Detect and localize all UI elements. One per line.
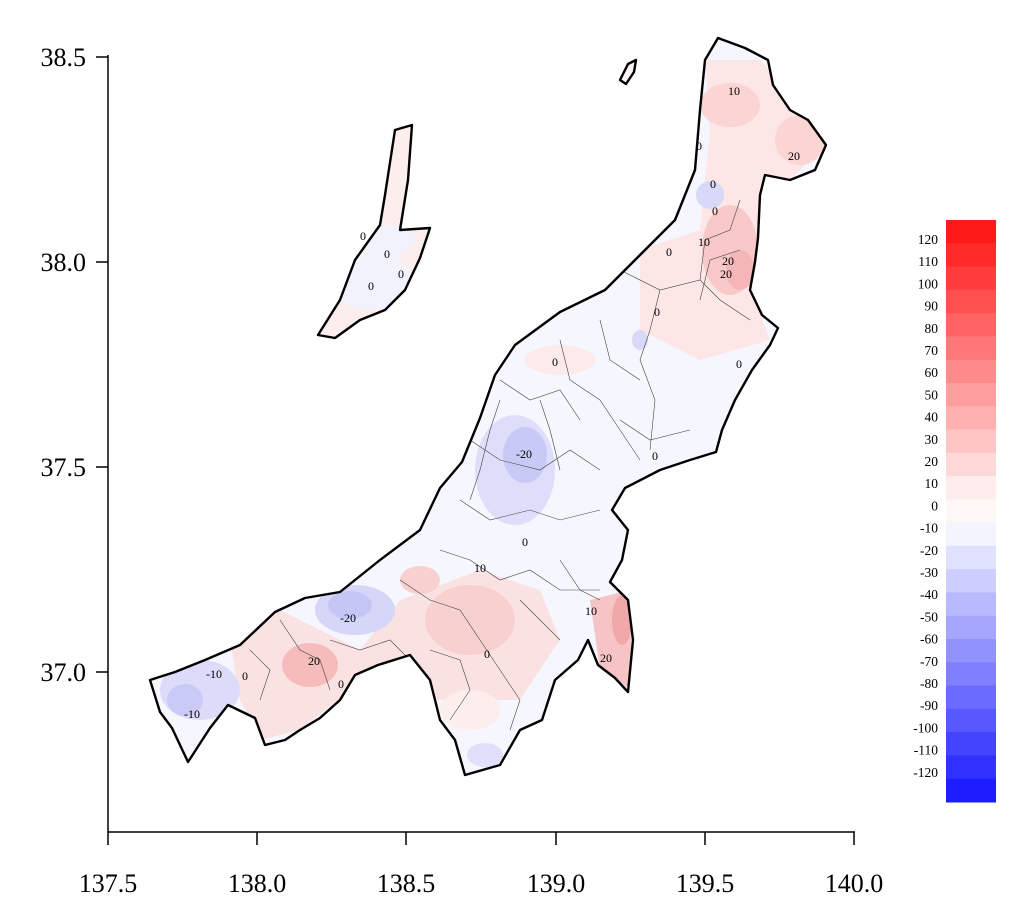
legend-level-label: -60 [920, 632, 938, 647]
legend-color-band [946, 522, 996, 547]
contour-label: 0 [368, 279, 374, 293]
contour-label: 0 [710, 177, 716, 191]
contour-label: 20 [722, 254, 734, 268]
legend-level-label: 60 [925, 365, 939, 380]
legend-color-band [946, 266, 996, 291]
contour-labels: 10 0 20 0 0 10 20 0 0 0 0 0 -20 0 10 0 1… [184, 84, 800, 721]
contour-label: 0 [384, 247, 390, 261]
legend-color-band [946, 476, 996, 500]
awashima-island [618, 58, 638, 86]
contour-label: 0 [360, 229, 366, 243]
legend-level-label: -50 [920, 609, 938, 624]
legend-level-label: 100 [918, 276, 939, 291]
x-tick-label: 139.5 [676, 869, 735, 898]
contour-label: 0 [338, 677, 344, 691]
legend-color-band [946, 289, 996, 314]
legend-level-label: -110 [914, 743, 938, 758]
legend-color-band [946, 662, 996, 687]
legend-level-label: 90 [925, 299, 939, 314]
legend-level-label: 40 [925, 410, 939, 425]
legend-color-band [946, 452, 996, 477]
contour-label: 0 [242, 669, 248, 683]
contour-label: -20 [340, 611, 356, 625]
legend-color-band [946, 313, 996, 337]
legend-color-band [946, 708, 996, 733]
contour-label: -20 [516, 447, 532, 461]
legend-color-band [946, 732, 996, 756]
municipal-boundaries [249, 199, 751, 731]
legend-level-label: -70 [920, 654, 938, 669]
legend-color-band [946, 429, 996, 454]
contour-label: 0 [398, 267, 404, 281]
legend-color-band [946, 336, 996, 361]
legend-level-label: 20 [925, 454, 939, 469]
legend-level-label: -90 [920, 698, 938, 713]
legend-level-label: 50 [925, 387, 939, 402]
legend-level-label: -120 [913, 765, 938, 780]
legend-level-label: 10 [925, 476, 939, 491]
contour-label: 0 [484, 647, 490, 661]
legend-color-band [946, 778, 996, 803]
contour-label: 10 [474, 561, 486, 575]
legend-color-band [946, 755, 996, 780]
legend-color-band [946, 406, 996, 431]
contour-label: 20 [720, 267, 732, 281]
legend-level-label: -10 [920, 521, 938, 536]
axes: 38.5 38.0 37.5 37.0 137.5 138.0 138.5 13… [41, 43, 884, 898]
legend-color-band [946, 569, 996, 593]
contour-label: -10 [206, 667, 222, 681]
contour-label: 0 [736, 357, 742, 371]
legend-color-band [946, 639, 996, 663]
contour-label: 10 [585, 604, 597, 618]
contour-label: 20 [600, 651, 612, 665]
legend-level-label: -80 [920, 676, 938, 691]
contour-label: 0 [696, 139, 702, 153]
contour-label: 20 [788, 149, 800, 163]
legend-color-band [946, 615, 996, 640]
y-tick-label: 37.5 [41, 453, 87, 482]
legend-level-label: 110 [918, 254, 938, 269]
contour-label: 0 [552, 355, 558, 369]
legend-color-band [946, 220, 996, 244]
x-tick-label: 138.5 [377, 869, 436, 898]
sado-island [316, 123, 432, 340]
y-tick-label: 38.5 [41, 43, 87, 72]
y-tick-label: 37.0 [41, 658, 87, 687]
x-tick-label: 140.0 [825, 869, 884, 898]
legend-level-label: -30 [920, 565, 938, 580]
legend-level-label: -40 [920, 587, 938, 602]
legend-color-band [946, 592, 996, 617]
legend-color-band [946, 685, 996, 710]
legend-level-label: 80 [925, 321, 939, 336]
contour-label: 0 [712, 204, 718, 218]
legend-level-label: -100 [913, 720, 938, 735]
contour-label: 0 [654, 305, 660, 319]
legend-color-band [946, 243, 996, 268]
contour-label: 0 [652, 449, 658, 463]
legend-color-band [946, 545, 996, 570]
x-tick-label: 139.0 [527, 869, 586, 898]
contour-label: 0 [666, 245, 672, 259]
contour-label: -10 [184, 707, 200, 721]
contour-label: 10 [728, 84, 740, 98]
legend-level-label: 120 [918, 232, 939, 247]
contour-label: 10 [698, 235, 710, 249]
legend-level-label: 70 [925, 343, 939, 358]
legend-level-label: 30 [925, 432, 939, 447]
contour-label: 20 [308, 654, 320, 668]
legend-level-label: 0 [931, 498, 938, 513]
legend-color-band [946, 382, 996, 407]
x-tick-label: 137.5 [79, 869, 138, 898]
legend-color-band [946, 359, 996, 384]
x-tick-label: 138.0 [228, 869, 287, 898]
contour-label: 0 [522, 535, 528, 549]
color-scale-legend: 1201101009080706050403020100-10-20-30-40… [913, 220, 996, 803]
legend-color-band [946, 499, 996, 524]
y-tick-label: 38.0 [41, 248, 87, 277]
legend-level-label: -20 [920, 543, 938, 558]
